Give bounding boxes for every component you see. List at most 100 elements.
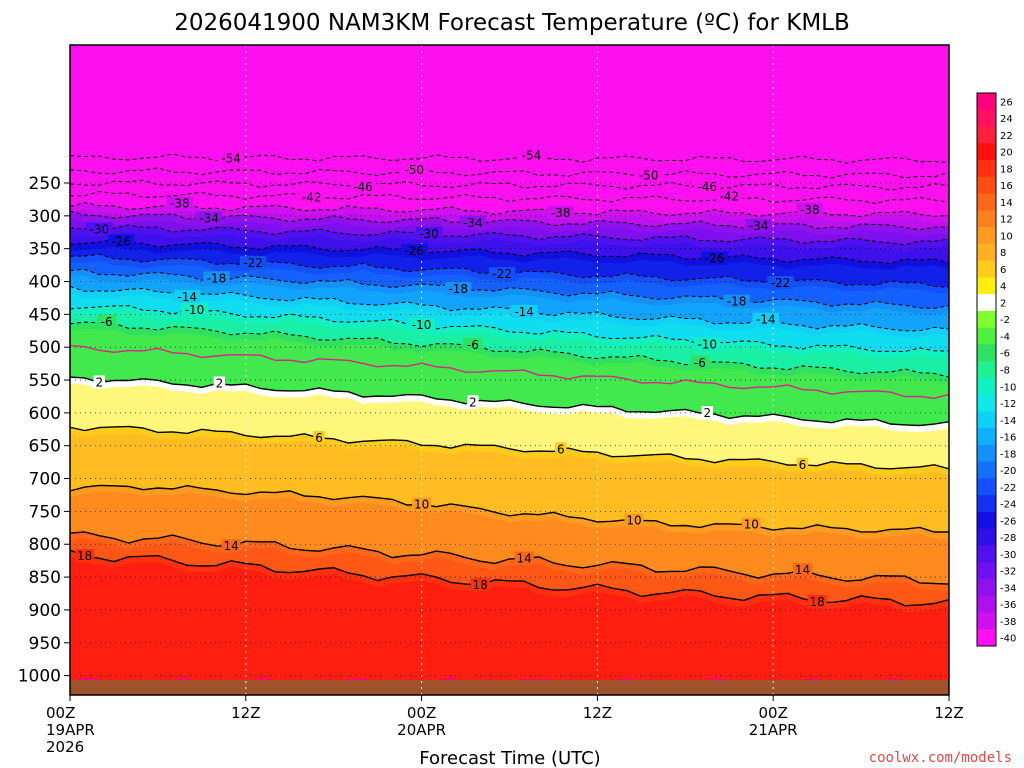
legend-swatch (977, 227, 996, 245)
legend-label: 16 (1000, 181, 1013, 192)
isotherm-label-bg (470, 578, 490, 592)
legend-label: -14 (1000, 416, 1016, 427)
legend-swatch (977, 243, 996, 262)
legend-frame (976, 92, 997, 647)
isotherm--50 (70, 167, 949, 179)
legend-label: -36 (1000, 600, 1016, 611)
legend-swatch (977, 461, 996, 479)
y-tick-label: 250 (29, 174, 61, 194)
isotherm-label-10: 10 (626, 514, 641, 528)
legend-label: -20 (1000, 466, 1016, 477)
band-sub-18 (70, 556, 949, 695)
isotherm--26 (70, 238, 949, 264)
isotherm-label-bg (401, 163, 428, 177)
isotherm-label--26: -26 (111, 234, 131, 248)
legend-label: -32 (1000, 567, 1016, 578)
isotherm-label--14: -14 (514, 305, 534, 319)
isotherm--46 (70, 179, 949, 191)
legend-swatch (977, 160, 996, 178)
y-tick-label: 550 (29, 371, 61, 391)
isotherm-label-bg (108, 234, 135, 248)
isotherm--42 (70, 190, 949, 205)
isotherm-label--22: -22 (243, 256, 263, 270)
isotherm-label-bg (694, 337, 721, 351)
isotherm-label--38: -38 (800, 203, 820, 217)
x-tick-label: 2026 (46, 738, 84, 756)
y-tick-label: 900 (29, 601, 61, 621)
isotherm-label-bg (690, 355, 710, 369)
isotherm-label-18: 18 (77, 549, 92, 563)
isotherm-label-bg (510, 304, 538, 318)
isotherm-label-bg (203, 271, 230, 285)
legend-label: -8 (1000, 366, 1010, 377)
isotherm-label-bg (412, 497, 432, 511)
legend-swatch (977, 478, 996, 496)
y-tick-label: 600 (29, 404, 61, 424)
isotherm-label--6: -6 (467, 338, 479, 352)
legend-swatch (977, 545, 996, 563)
legend-swatch (977, 377, 996, 396)
plot-frame (69, 44, 950, 696)
legend-swatch (977, 394, 996, 412)
isotherm-label-bg (181, 302, 208, 316)
isotherm-label--10: -10 (412, 318, 432, 332)
temperature-fill-bands (70, 45, 949, 695)
isotherm-label-bg (796, 457, 809, 471)
isotherm-label-bg (635, 168, 662, 182)
isotherm--14 (70, 285, 949, 332)
legend-label: -28 (1000, 533, 1016, 544)
legend-label: 20 (1000, 148, 1013, 159)
isotherm-label-bg (467, 395, 479, 409)
y-tick-label: 850 (29, 568, 61, 588)
legend-swatch (977, 176, 996, 195)
legend-label: -4 (1000, 332, 1010, 343)
isotherm-label-bg (767, 276, 794, 290)
x-tick-label: 12Z (231, 704, 260, 722)
legend-swatch (977, 109, 996, 128)
color-legend: 26 24 22 20 18 16 14 12 10 8 6 4 2 -2 -4 -6 -8 -10 -12 -14 -… (976, 92, 1016, 647)
isotherm-label-bg (555, 442, 567, 456)
isotherm-label--46: -46 (353, 180, 373, 194)
isotherm-label-bg (93, 375, 106, 389)
isotherm-label--18: -18 (448, 282, 468, 296)
isotherm-label-bg (239, 256, 267, 270)
x-tick-label: 12Z (934, 704, 963, 722)
legend-label: -26 (1000, 516, 1016, 527)
legend-label: -24 (1000, 500, 1016, 511)
legend-label: 2 (1000, 298, 1006, 309)
isotherm-label-14: 14 (517, 552, 532, 566)
isotherm-label--14: -14 (177, 290, 197, 304)
x-tick-label: 00Z (46, 704, 75, 722)
legend-label: 10 (1000, 231, 1013, 242)
isotherm-label-bg (547, 205, 575, 219)
isotherm-label-6: 6 (799, 458, 807, 472)
legend-swatch (977, 612, 996, 630)
isotherm-label-bg (723, 294, 750, 308)
freezing-line (70, 344, 949, 400)
isotherm-label--38: -38 (551, 206, 571, 220)
isotherm-label-bg (463, 337, 483, 351)
isotherm-label-bg (221, 539, 241, 553)
isotherm-label-bg (514, 551, 534, 565)
y-tick-label: 500 (29, 338, 61, 358)
legend-swatch (977, 562, 996, 580)
isotherm-label-bg (701, 406, 714, 420)
legend-swatch (977, 93, 996, 111)
legend-swatch (977, 528, 996, 546)
legend-swatch (977, 511, 996, 530)
isotherm-label-6: 6 (315, 431, 323, 445)
isotherm-label-18: 18 (810, 595, 825, 609)
isotherm-label-14: 14 (224, 539, 239, 553)
legend-label: 24 (1000, 114, 1013, 125)
legend-label: 6 (1000, 265, 1006, 276)
legend-label: -38 (1000, 617, 1016, 628)
isotherm-label--38: -38 (170, 197, 190, 211)
isotherm-label-bg (415, 227, 443, 241)
y-tick-label: 700 (29, 470, 61, 490)
isotherm-label-2: 2 (703, 406, 711, 420)
isotherm-label-bg (624, 513, 644, 527)
legend-swatch (977, 344, 996, 362)
isotherm-label--22: -22 (771, 276, 791, 290)
